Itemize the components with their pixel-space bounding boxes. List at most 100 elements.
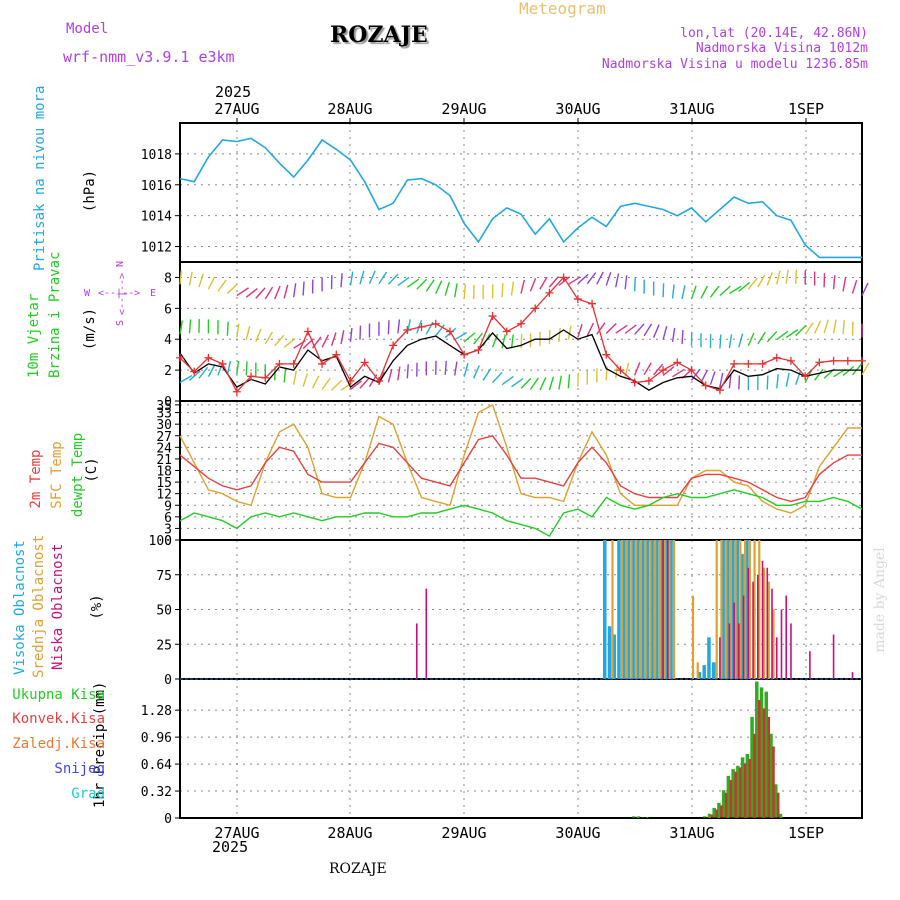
wind-arrow [349, 327, 353, 342]
cloud-bar [785, 595, 788, 679]
y-tick-label: 9 [164, 499, 172, 514]
wind-arrow [567, 374, 571, 389]
y-tick-label: 25 [156, 638, 172, 653]
precip-bar [702, 816, 707, 818]
wind-arrow [255, 328, 262, 343]
product-title: Meteogram [519, 0, 606, 18]
day-label-bottom: 30AUG [555, 824, 600, 842]
precip-bar [769, 733, 773, 818]
wind-arrow [681, 330, 684, 345]
wind-arrow [709, 371, 716, 385]
wind-arrow [577, 323, 583, 338]
gust-marker [275, 359, 284, 368]
wind-arrow [643, 323, 653, 337]
precip-bar [745, 753, 750, 818]
wind-arrow [671, 284, 675, 299]
gust-marker [730, 359, 739, 368]
precip-bar [758, 700, 761, 818]
gust-marker [232, 387, 241, 396]
cloud-bar [626, 540, 631, 679]
model-name: wrf-nmm_v3.9.1 e3km [63, 48, 235, 66]
day-label-bottom: 31AUG [669, 824, 714, 842]
wind-arrow [416, 278, 428, 290]
cloud-bar [669, 540, 673, 679]
cloud-bar [702, 665, 706, 679]
wind-arrow [861, 362, 870, 376]
cloud-bar [603, 540, 607, 679]
wind-arrow [198, 273, 204, 288]
wind-arrow [189, 370, 201, 381]
y-tick-label: 1012 [141, 241, 172, 256]
wind-arrow [245, 361, 248, 376]
precip-bar [721, 790, 726, 818]
wind-arrow [510, 334, 514, 349]
y-tick-label: 6 [164, 511, 172, 526]
precip-bar [750, 716, 754, 818]
y-tick-label: 1.28 [141, 704, 172, 719]
wind-arrow [472, 365, 480, 379]
wind-arrow [274, 334, 285, 347]
wind-arrow [851, 363, 863, 376]
cloud-bar [735, 540, 740, 679]
cloud-bar [691, 595, 695, 679]
day-label-bottom: 28AUG [327, 824, 372, 842]
coords-label: lon,lat (20.14E, 42.86N) [680, 26, 868, 41]
legend-hail: Grad [71, 786, 105, 802]
cloud-bar [747, 567, 750, 679]
gust-marker [289, 359, 298, 368]
wind-arrow [728, 374, 732, 389]
wind-arrow [586, 272, 597, 285]
wind-arrow [567, 276, 581, 285]
gust-marker [673, 358, 682, 367]
wind-arrow [463, 362, 469, 377]
compass-e: E [150, 288, 157, 299]
wind-arrow [615, 324, 628, 334]
cloud-bar [625, 540, 628, 679]
gust-marker [176, 353, 184, 362]
y-tick-label: 0 [164, 673, 172, 688]
cloud-bar [621, 540, 626, 679]
y-tick-label: 15 [156, 476, 172, 491]
precip-bar [715, 809, 718, 818]
precip-bar [731, 769, 735, 818]
wind-arrow [274, 285, 281, 300]
cloud-bar [729, 540, 732, 679]
cloud-bar [720, 540, 723, 679]
wind-arrow [662, 283, 665, 298]
precip-bar [777, 792, 780, 818]
y-tick-label: 1018 [141, 148, 172, 163]
wind-arrow [548, 376, 555, 391]
gust-marker [389, 341, 398, 350]
cloud-bar [636, 540, 640, 679]
wind-arrow [615, 273, 620, 288]
precip-bar [720, 805, 723, 818]
compass-w: W [84, 288, 91, 299]
gust-marker [701, 381, 710, 390]
wind-arrow [738, 281, 751, 292]
cloud-bar [832, 634, 835, 679]
wind-arrow [842, 320, 845, 335]
wind-arrow [795, 325, 807, 337]
wind-arrow [785, 269, 789, 284]
precip-bar [743, 763, 747, 818]
wind-arrow [567, 325, 572, 340]
wind-arrow [832, 319, 837, 334]
wind-arrow [605, 323, 617, 334]
gust-marker [318, 359, 327, 368]
gust-marker [588, 299, 597, 308]
wind-arrow [558, 327, 561, 342]
precip-bar [759, 687, 764, 818]
wind-arrow [492, 371, 503, 383]
wind-arrow [463, 332, 476, 343]
precip-bar [778, 813, 783, 818]
gust-marker [758, 359, 767, 368]
wind-arrow [473, 332, 484, 345]
wind-arrow [397, 366, 401, 381]
wind-arrow [709, 285, 720, 298]
gust-marker [502, 327, 511, 336]
y-tick-label: 27 [156, 430, 172, 445]
cloud-bar [667, 540, 669, 679]
wind-arrow [245, 325, 251, 340]
wind-arrow [757, 274, 766, 288]
wind-arrow [406, 364, 409, 379]
